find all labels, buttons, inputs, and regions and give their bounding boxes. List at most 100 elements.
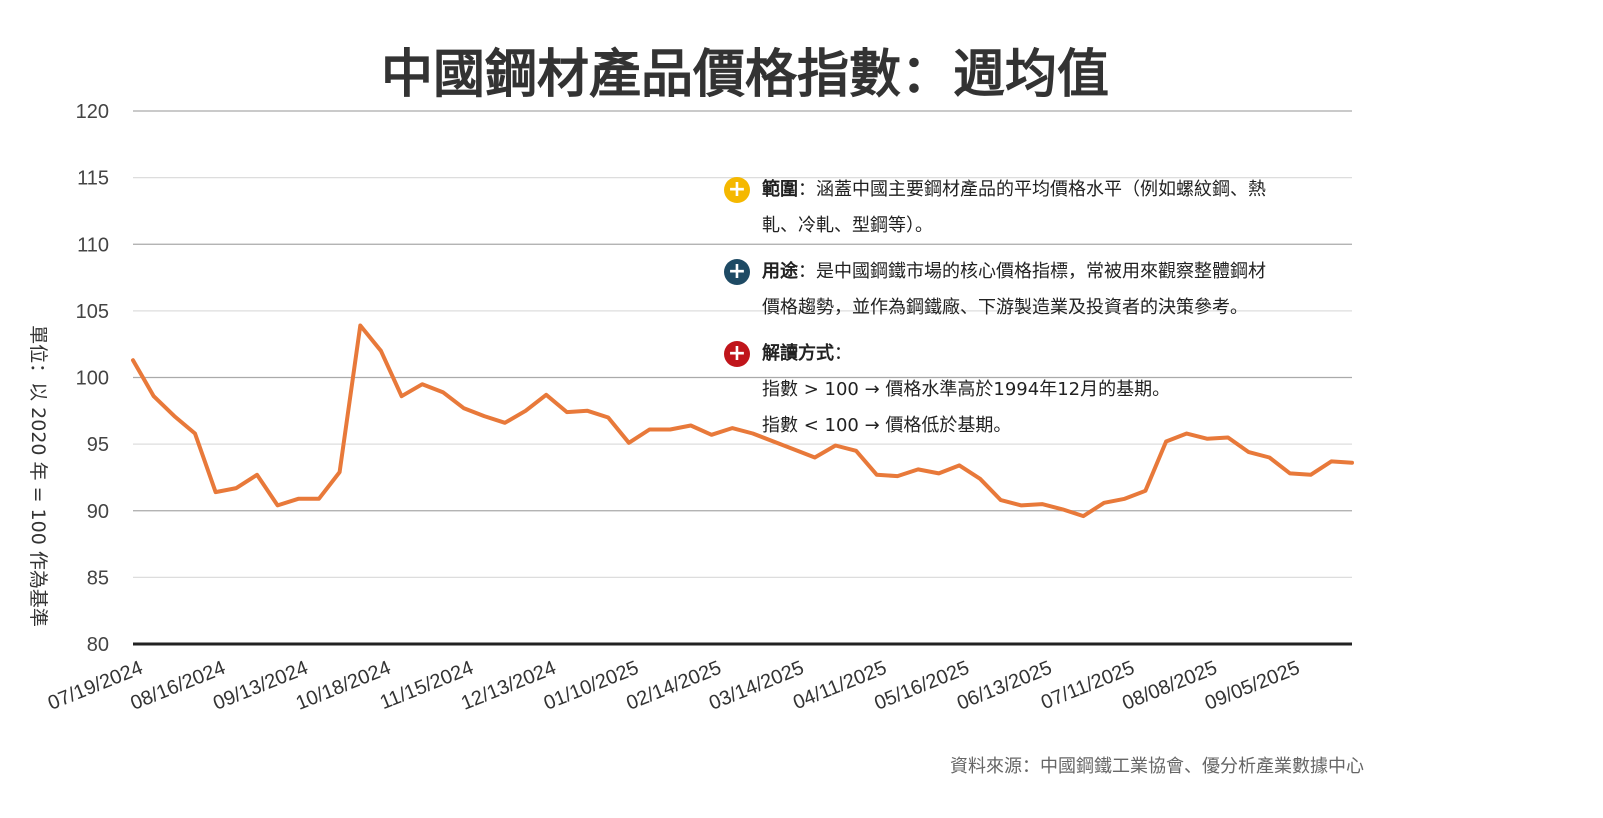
data-point xyxy=(1247,450,1251,454)
data-point xyxy=(1350,461,1354,465)
data-point xyxy=(441,390,445,394)
data-point xyxy=(1226,435,1230,439)
x-tick-label: 07/19/2024 xyxy=(45,657,146,715)
y-tick-label: 85 xyxy=(87,567,109,589)
data-point xyxy=(1123,497,1127,501)
data-point xyxy=(317,497,321,501)
note-label: 用途 xyxy=(762,261,798,282)
note-line: 用途：是中國鋼鐵市場的核心價格指標，常被用來觀察整體鋼材 xyxy=(762,254,1364,290)
x-tick-label: 05/16/2025 xyxy=(871,657,972,715)
x-tick-label: 08/16/2024 xyxy=(128,657,229,715)
data-point xyxy=(668,427,672,431)
data-point xyxy=(131,358,135,362)
data-point xyxy=(193,431,197,435)
data-point xyxy=(524,409,528,413)
data-point xyxy=(358,324,362,328)
note-line: 範圍：涵蓋中國主要鋼材產品的平均價格水平（例如螺紋鋼、熱 xyxy=(762,172,1364,208)
data-point xyxy=(1102,501,1106,505)
x-tick-label: 04/11/2025 xyxy=(790,657,890,714)
y-tick-label: 90 xyxy=(87,501,109,523)
data-point xyxy=(379,349,383,353)
x-tick-label: 06/13/2025 xyxy=(954,657,1055,715)
x-tick-label: 10/18/2024 xyxy=(293,657,394,715)
data-point xyxy=(1185,431,1189,435)
data-point xyxy=(1019,503,1023,507)
data-point xyxy=(420,382,424,386)
data-point xyxy=(172,414,176,418)
data-point xyxy=(792,447,796,451)
data-point xyxy=(978,477,982,481)
data-point xyxy=(234,486,238,490)
data-point xyxy=(503,421,507,425)
plus-icon: + xyxy=(724,341,750,367)
data-point xyxy=(875,473,879,477)
data-point xyxy=(296,497,300,501)
data-point xyxy=(338,470,342,474)
data-points xyxy=(131,324,1354,518)
y-axis-label: 單位：以 2020 年 = 100 作為基準 xyxy=(27,325,49,627)
source-note: 資料來源：中國鋼鐵工業協會、優分析產業數據中心 xyxy=(950,756,1364,777)
data-point xyxy=(1288,471,1292,475)
data-point xyxy=(833,443,837,447)
x-tick-label: 02/14/2025 xyxy=(623,657,724,715)
data-point xyxy=(214,490,218,494)
data-point xyxy=(895,474,899,478)
note-body: 範圍：涵蓋中國主要鋼材產品的平均價格水平（例如螺紋鋼、熱 軋、冷軋、型鋼等）。 xyxy=(762,172,1364,244)
data-point xyxy=(606,415,610,419)
note-label: 範圍 xyxy=(762,179,798,200)
data-point xyxy=(152,394,156,398)
data-point xyxy=(751,431,755,435)
note-text: 指數 < 100 → 價格低於基期。 xyxy=(762,415,1012,436)
y-tick-label: 80 xyxy=(87,634,109,656)
data-point xyxy=(1309,473,1313,477)
x-tick-label: 09/13/2024 xyxy=(210,657,311,715)
data-point xyxy=(586,409,590,413)
plus-icon: + xyxy=(724,177,750,203)
x-tick-label: 07/11/2025 xyxy=(1038,657,1138,714)
data-point xyxy=(565,410,569,414)
data-point xyxy=(276,503,280,507)
y-tick-label: 110 xyxy=(77,234,109,256)
data-point xyxy=(1143,489,1147,493)
note-line: 解讀方式： xyxy=(762,336,1364,372)
x-tick-label: 11/15/2024 xyxy=(377,657,477,714)
note-label: 解讀方式 xyxy=(762,343,834,364)
y-tick-label: 100 xyxy=(76,368,109,390)
note-text: 軋、冷軋、型鋼等）。 xyxy=(762,215,933,236)
plus-icon: + xyxy=(724,259,750,285)
data-point xyxy=(916,467,920,471)
data-point xyxy=(627,441,631,445)
data-point xyxy=(813,455,817,459)
data-point xyxy=(957,463,961,467)
grid xyxy=(133,110,1352,578)
y-tick-label: 120 xyxy=(76,101,109,123)
x-tick-label: 08/08/2025 xyxy=(1119,657,1220,715)
note-scope: + 範圍：涵蓋中國主要鋼材產品的平均價格水平（例如螺紋鋼、熱 軋、冷軋、型鋼等）… xyxy=(724,172,1364,244)
chart-title: 中國鋼材產品價格指數：週均值 xyxy=(381,45,1109,105)
note-body: 用途：是中國鋼鐵市場的核心價格指標，常被用來觀察整體鋼材 價格趨勢，並作為鋼鐵廠… xyxy=(762,254,1364,326)
series-line xyxy=(131,323,1354,519)
x-tick-label: 09/05/2025 xyxy=(1202,657,1303,715)
data-point xyxy=(648,427,652,431)
y-tick-label: 115 xyxy=(77,168,109,190)
note-text: 價格趨勢，並作為鋼鐵廠、下游製造業及投資者的決策參考。 xyxy=(762,297,1248,318)
note-body: 解讀方式： 指數 > 100 → 價格水準高於1994年12月的基期。 指數 <… xyxy=(762,336,1364,444)
x-tick-label: 01/10/2025 xyxy=(541,657,642,715)
data-point xyxy=(1040,502,1044,506)
data-point xyxy=(400,394,404,398)
data-point xyxy=(544,393,548,397)
note-text: ：涵蓋中國主要鋼材產品的平均價格水平（例如螺紋鋼、熱 xyxy=(798,179,1266,200)
x-axis: 07/19/202408/16/202409/13/202410/18/2024… xyxy=(45,657,1303,715)
y-tick-label: 105 xyxy=(76,301,109,323)
data-point xyxy=(999,498,1003,502)
note-usage: + 用途：是中國鋼鐵市場的核心價格指標，常被用來觀察整體鋼材 價格趨勢，並作為鋼… xyxy=(724,254,1364,326)
data-point xyxy=(937,471,941,475)
data-point xyxy=(1061,507,1065,511)
data-point xyxy=(462,406,466,410)
data-point xyxy=(1267,455,1271,459)
data-point xyxy=(854,449,858,453)
y-axis: 80 85 90 95 100 105 110 115 120 xyxy=(76,101,109,656)
note-text: ： xyxy=(834,343,852,364)
data-point xyxy=(1329,459,1333,463)
